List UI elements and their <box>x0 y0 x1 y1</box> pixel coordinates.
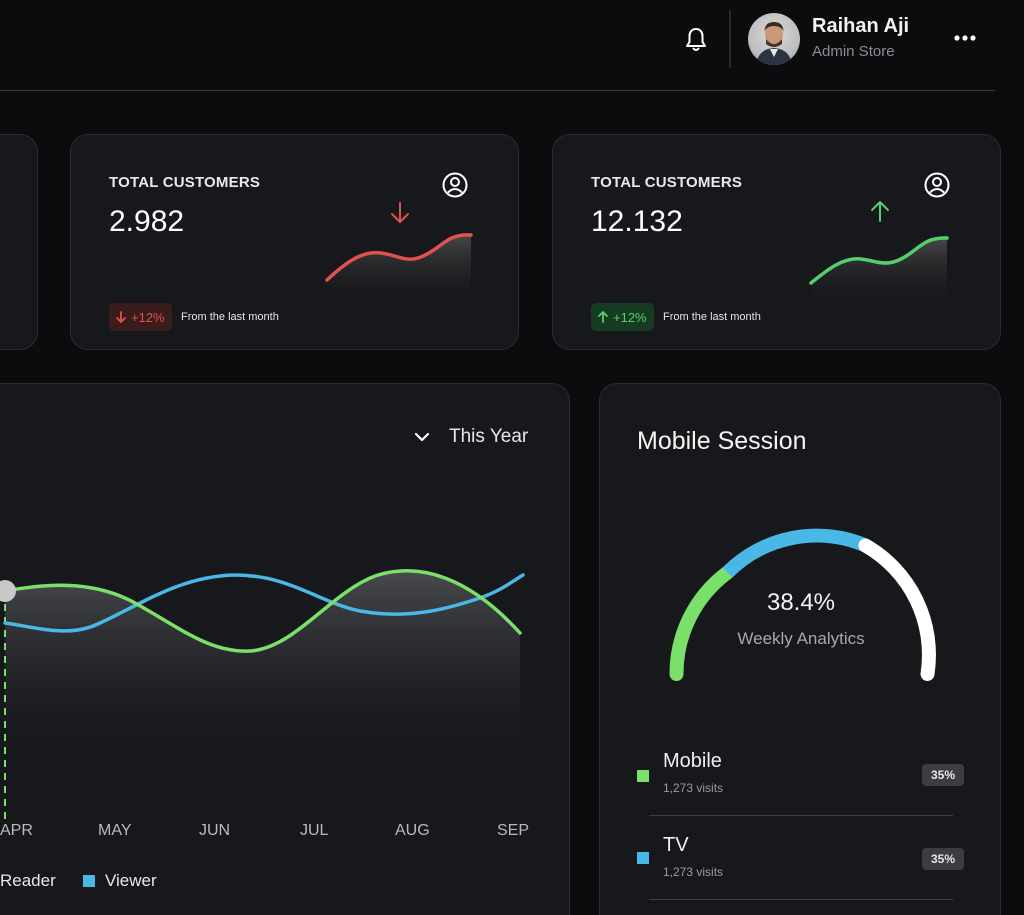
x-tick-may: MAY <box>98 822 132 839</box>
x-tick-jul: JUL <box>300 822 329 839</box>
legend-reader: Reader <box>0 871 56 891</box>
legend-viewer-label: Viewer <box>105 871 157 890</box>
x-tick-sep: SEP <box>497 822 530 839</box>
sparkline-down-area <box>327 234 471 300</box>
x-tick-jun: JUN <box>199 822 231 839</box>
gauge-label: Weekly Analytics <box>737 629 865 648</box>
session-item-pct: 35% <box>922 764 964 786</box>
user-name: Raihan Aji <box>812 15 910 37</box>
mobile-session-card: Mobile Session 38.4% Weekly Analytics Mo… <box>599 383 1001 915</box>
user-role: Admin Store <box>812 43 895 60</box>
session-item-pct: 35% <box>922 848 964 870</box>
change-badge-up: +12% <box>591 303 654 331</box>
legend-viewer: Viewer <box>83 871 157 891</box>
user-circle-icon <box>442 172 468 198</box>
sparkline-up <box>809 201 949 300</box>
session-separator <box>649 899 953 900</box>
change-badge-value: +12% <box>613 309 647 325</box>
arrow-up-icon <box>871 201 889 222</box>
session-gauge <box>669 528 936 681</box>
stat-card-customers-down: TOTAL CUSTOMERS 2.982 +12% From the l <box>70 134 519 350</box>
session-item-visits: 1,273 visits <box>663 865 724 879</box>
bell-icon[interactable] <box>683 26 709 54</box>
chart-area <box>5 570 520 763</box>
stat-card-customers-up: TOTAL CUSTOMERS 12.132 +12% From the <box>552 134 1001 350</box>
session-swatch-tv <box>637 852 649 864</box>
line-chart <box>0 569 525 823</box>
sparkline-up-line <box>809 236 949 285</box>
stat-card-value: 12.132 <box>591 205 683 238</box>
gauge-segment-tv <box>722 528 869 578</box>
session-item-visits: 1,273 visits <box>663 781 724 795</box>
arrow-down-small-icon <box>116 311 126 323</box>
arrow-up-small-icon <box>598 311 608 323</box>
stat-card-title: TOTAL CUSTOMERS <box>109 174 261 191</box>
header-separator <box>0 90 995 91</box>
legend-reader-label: Reader <box>0 871 56 890</box>
change-badge-down: +12% <box>109 303 172 331</box>
session-title: Mobile Session <box>637 427 807 455</box>
stat-card-partial <box>0 134 38 350</box>
avatar[interactable] <box>748 13 800 65</box>
series-reader-line <box>3 569 522 653</box>
user-avatar-icon <box>756 22 792 65</box>
session-item-name: Mobile <box>663 750 722 772</box>
gauge-value: 38.4% <box>766 589 836 616</box>
change-note: From the last month <box>181 311 279 323</box>
chevron-down-icon <box>414 432 430 442</box>
session-item-name: TV <box>663 834 689 856</box>
legend-viewer-swatch <box>83 875 95 887</box>
header-divider <box>729 10 731 68</box>
x-tick-apr: APR <box>0 822 33 839</box>
range-dropdown[interactable]: This Year <box>413 426 528 448</box>
change-badge-value: +12% <box>131 309 165 325</box>
gauge-segment-other <box>858 538 936 681</box>
session-separator <box>649 815 953 816</box>
more-options-icon[interactable] <box>951 30 979 46</box>
range-label: This Year <box>449 426 529 447</box>
sparkline-down <box>325 202 473 300</box>
hover-point <box>0 580 16 602</box>
stat-card-value: 2.982 <box>109 205 185 238</box>
x-tick-aug: AUG <box>395 822 430 839</box>
session-swatch-mobile <box>637 770 649 782</box>
stat-card-title: TOTAL CUSTOMERS <box>591 174 743 191</box>
change-note: From the last month <box>663 311 761 323</box>
sparkline-down-line <box>325 233 473 282</box>
arrow-down-icon <box>391 202 409 223</box>
user-circle-icon <box>924 172 950 198</box>
gauge-segment-mobile <box>669 565 735 681</box>
